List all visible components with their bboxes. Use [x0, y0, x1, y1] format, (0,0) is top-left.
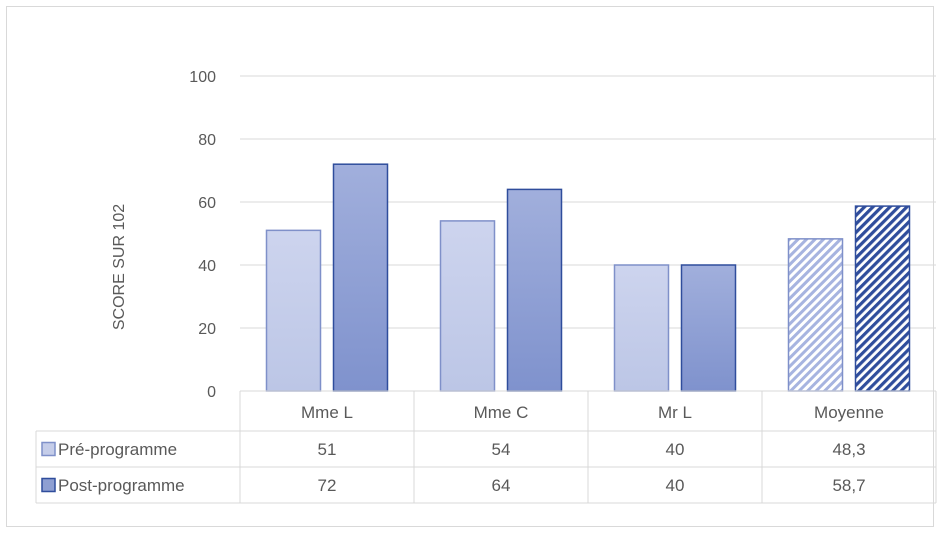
legend-label: Pré-programme	[58, 440, 177, 459]
table-value: 40	[666, 440, 685, 459]
bar-post	[506, 188, 563, 392]
y-tick-label: 60	[198, 195, 216, 212]
bars	[265, 163, 911, 392]
y-tick-label: 0	[207, 384, 216, 401]
table-value: 51	[318, 440, 337, 459]
bar-pre	[265, 229, 322, 392]
y-tick-label: 20	[198, 321, 216, 338]
table-value: 58,7	[832, 476, 865, 495]
category-label: Mr L	[658, 403, 692, 422]
category-label: Moyenne	[814, 403, 884, 422]
y-axis-ticks: 0 20 40 60 80 100	[189, 69, 216, 401]
table-value: 40	[666, 476, 685, 495]
y-tick-label: 100	[189, 69, 216, 86]
bar-post	[332, 163, 389, 392]
table-value: 64	[492, 476, 511, 495]
y-tick-label: 40	[198, 258, 216, 275]
bar-pre	[439, 220, 496, 392]
bar-post	[680, 264, 737, 392]
y-tick-label: 80	[198, 132, 216, 149]
table-value: 54	[492, 440, 511, 459]
legend-swatch	[41, 477, 56, 493]
category-label: Mme C	[474, 403, 529, 422]
y-axis-title: SCORE SUR 102	[111, 204, 128, 330]
category-label: Mme L	[301, 403, 353, 422]
data-table: Mme L Mme C Mr L Moyenne Pré-programme 51 54 40…	[35, 390, 937, 504]
legend-swatch	[41, 441, 56, 457]
chart-area-border	[6, 6, 934, 527]
table-value: 48,3	[832, 440, 865, 459]
table-value: 72	[318, 476, 337, 495]
legend-label: Post-programme	[58, 476, 185, 495]
bar-pre	[613, 264, 670, 392]
bar-pre	[787, 238, 844, 392]
bar-post	[854, 205, 911, 392]
